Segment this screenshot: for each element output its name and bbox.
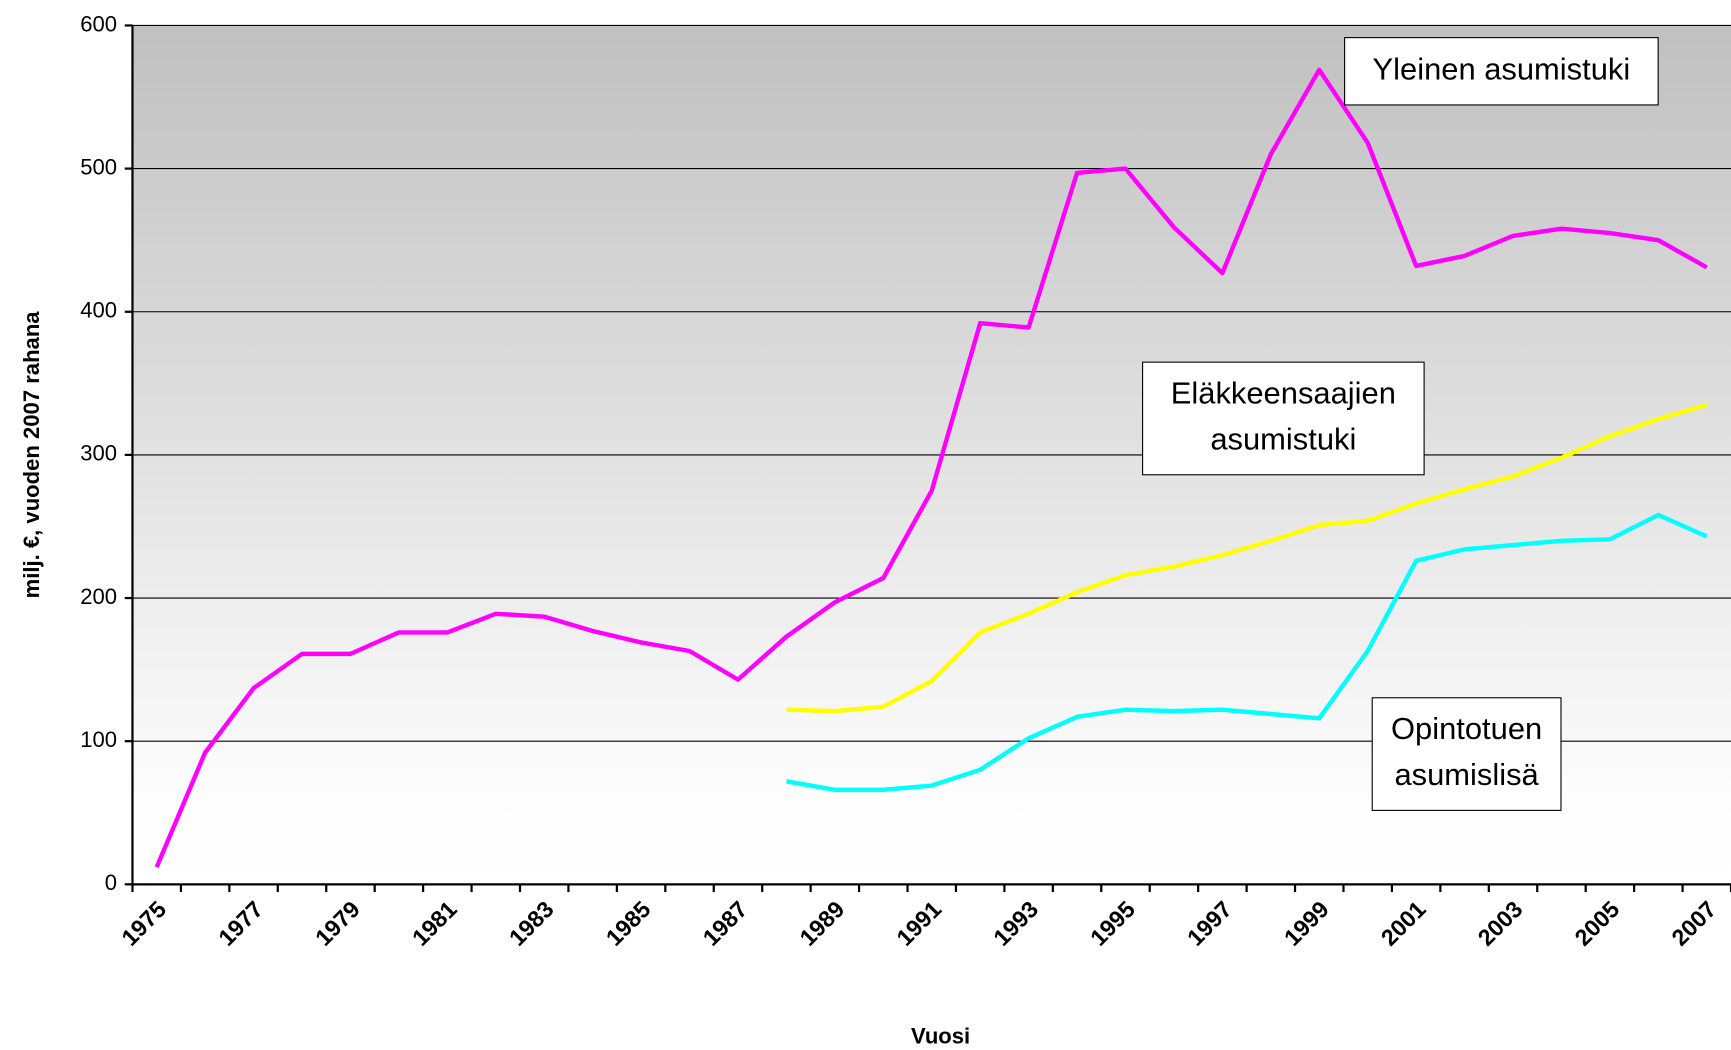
series-line xyxy=(786,512,1708,793)
x-tick-label: 1981 xyxy=(407,896,462,951)
x-axis-title: Vuosi xyxy=(911,1024,970,1049)
x-tick-label: 1985 xyxy=(601,896,656,951)
y-tick-label: 200 xyxy=(80,584,117,609)
x-tick-label: 1975 xyxy=(116,896,171,951)
x-tick-label: 1995 xyxy=(1085,896,1140,951)
series-label: Yleinen asumistuki xyxy=(1373,51,1631,86)
series-label: Eläkkeensaajien asumistuki xyxy=(1171,375,1396,456)
x-tick-label: 1983 xyxy=(504,896,559,951)
y-tick-label: 500 xyxy=(80,154,117,179)
y-tick-label: 0 xyxy=(105,870,117,895)
x-tick-label: 1999 xyxy=(1279,896,1334,951)
y-tick-label: 300 xyxy=(80,441,117,466)
x-tick-label: 1997 xyxy=(1182,896,1237,951)
series-line xyxy=(154,67,1708,869)
x-tick-label: 1993 xyxy=(988,896,1043,951)
x-tick-label: 1987 xyxy=(698,896,753,951)
x-tick-label: 2003 xyxy=(1473,896,1528,951)
y-tick-label: 100 xyxy=(80,727,117,752)
series-label: Opintotuen asumislisä xyxy=(1391,711,1542,792)
y-tick-label: 600 xyxy=(80,11,117,36)
x-tick-label: 1991 xyxy=(891,896,946,951)
x-tick-label: 1977 xyxy=(213,896,268,951)
series-label-box xyxy=(1142,361,1425,476)
x-tick-label: 2001 xyxy=(1376,896,1431,951)
series-line xyxy=(786,402,1708,714)
x-tick-label: 2007 xyxy=(1666,896,1721,951)
y-axis-title: milj. €, vuoden 2007 rahana xyxy=(19,311,44,599)
x-tick-label: 1979 xyxy=(310,896,365,951)
series-label-box xyxy=(1344,37,1659,106)
x-tick-label: 1989 xyxy=(795,896,850,951)
series-label-box xyxy=(1371,697,1562,811)
x-tick-label: 2005 xyxy=(1570,896,1625,951)
y-tick-label: 400 xyxy=(80,298,117,323)
